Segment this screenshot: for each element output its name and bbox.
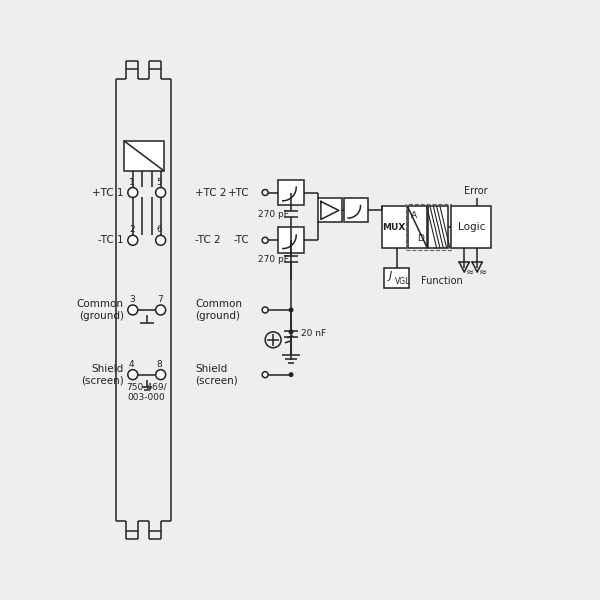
Text: Common
(ground): Common (ground) (196, 299, 242, 321)
Text: 2: 2 (129, 226, 134, 235)
Polygon shape (321, 202, 339, 220)
Circle shape (128, 235, 138, 245)
Circle shape (262, 190, 268, 196)
Text: Error: Error (464, 187, 488, 196)
Bar (406, 205, 451, 250)
Text: Logic: Logic (458, 223, 485, 232)
Text: ≈: ≈ (466, 267, 475, 277)
Circle shape (262, 307, 268, 313)
Text: MUX: MUX (382, 223, 406, 232)
Bar (428, 206, 448, 248)
Text: 3: 3 (129, 295, 134, 304)
Text: 20 nF: 20 nF (301, 329, 326, 338)
Bar (451, 206, 491, 248)
Text: Function: Function (421, 276, 463, 286)
Circle shape (128, 188, 138, 197)
Bar (344, 199, 368, 223)
Text: 1: 1 (129, 178, 134, 187)
Text: 4: 4 (129, 359, 134, 368)
Text: 7: 7 (157, 295, 163, 304)
Bar (278, 179, 304, 205)
Circle shape (155, 235, 166, 245)
Circle shape (155, 188, 166, 197)
Text: Common
(ground): Common (ground) (77, 299, 124, 321)
Bar (278, 227, 304, 253)
Circle shape (289, 372, 293, 377)
Text: +TC 2: +TC 2 (196, 187, 227, 197)
Circle shape (128, 370, 138, 380)
Circle shape (289, 307, 293, 313)
Text: ≈: ≈ (479, 267, 487, 277)
Circle shape (262, 371, 268, 377)
Circle shape (155, 305, 166, 315)
Text: A: A (410, 211, 416, 220)
Text: 750-469/
003-000: 750-469/ 003-000 (127, 383, 167, 402)
Text: +TC 1: +TC 1 (92, 187, 124, 197)
Bar (318, 199, 342, 223)
Text: 6: 6 (157, 226, 163, 235)
Text: 5: 5 (157, 178, 163, 187)
Circle shape (289, 329, 293, 334)
Text: 270 pF: 270 pF (258, 210, 289, 219)
Text: J: J (389, 271, 392, 281)
Text: Shield
(screen): Shield (screen) (81, 364, 124, 385)
Text: Shield
(screen): Shield (screen) (196, 364, 238, 385)
Circle shape (128, 305, 138, 315)
Text: 8: 8 (157, 359, 163, 368)
Text: -TC 2: -TC 2 (196, 235, 221, 245)
Bar (124, 141, 164, 170)
Bar (383, 268, 409, 288)
Text: -TC: -TC (233, 235, 249, 245)
Bar (407, 206, 427, 248)
Circle shape (155, 370, 166, 380)
Text: VGL: VGL (395, 277, 410, 286)
Text: -TC 1: -TC 1 (98, 235, 124, 245)
Bar (382, 206, 407, 248)
Text: D: D (418, 234, 424, 243)
Text: 270 pF: 270 pF (258, 254, 289, 263)
Text: +TC: +TC (227, 187, 249, 197)
Circle shape (262, 237, 268, 243)
